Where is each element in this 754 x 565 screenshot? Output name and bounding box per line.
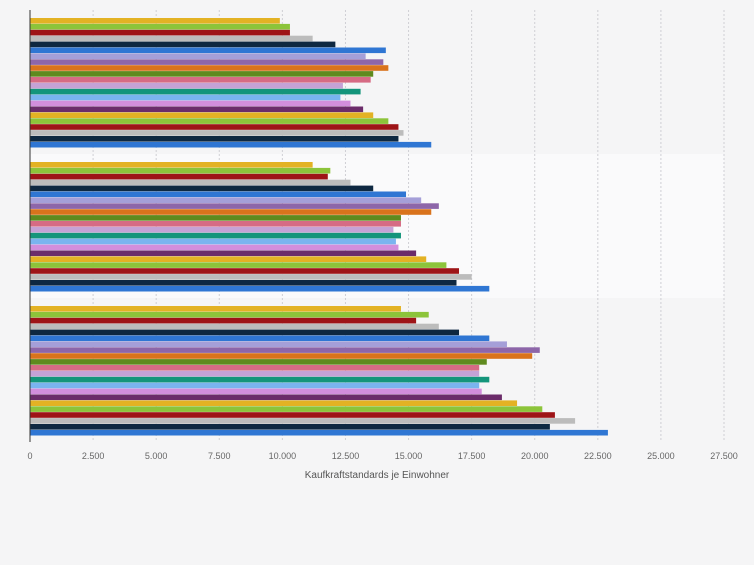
bar[interactable] xyxy=(30,388,482,395)
bar[interactable] xyxy=(30,329,460,336)
bar[interactable] xyxy=(30,306,401,312)
x-tick-label: 27.500 xyxy=(710,451,738,461)
x-tick-label: 17.500 xyxy=(458,451,486,461)
bar[interactable] xyxy=(30,23,290,30)
bar[interactable] xyxy=(30,341,507,347)
bar[interactable] xyxy=(30,88,361,95)
bar[interactable] xyxy=(30,47,386,54)
bar[interactable] xyxy=(30,256,427,262)
bar[interactable] xyxy=(30,335,490,342)
bar[interactable] xyxy=(30,250,417,257)
bar[interactable] xyxy=(30,370,480,377)
bar[interactable] xyxy=(30,94,341,101)
bar[interactable] xyxy=(30,141,432,148)
bar[interactable] xyxy=(30,311,429,318)
bar[interactable] xyxy=(30,173,328,180)
x-tick-label: 10.000 xyxy=(269,451,297,461)
bar[interactable] xyxy=(30,232,401,239)
bar[interactable] xyxy=(30,124,399,130)
bar[interactable] xyxy=(30,106,364,113)
bar[interactable] xyxy=(30,162,313,168)
bar[interactable] xyxy=(30,53,366,59)
bar[interactable] xyxy=(30,238,396,245)
bar[interactable] xyxy=(30,285,490,292)
bar[interactable] xyxy=(30,429,608,436)
bar[interactable] xyxy=(30,226,394,233)
bar[interactable] xyxy=(30,100,351,107)
bar[interactable] xyxy=(30,18,280,24)
bar[interactable] xyxy=(30,359,487,365)
bar[interactable] xyxy=(30,35,313,42)
bar[interactable] xyxy=(30,268,460,274)
bar[interactable] xyxy=(30,197,422,203)
x-tick-label: 7.500 xyxy=(208,451,231,461)
bar[interactable] xyxy=(30,323,439,330)
bar[interactable] xyxy=(30,215,401,221)
bar[interactable] xyxy=(30,191,407,198)
bar[interactable] xyxy=(30,82,343,89)
bar[interactable] xyxy=(30,394,502,401)
bar[interactable] xyxy=(30,203,439,209)
bar[interactable] xyxy=(30,280,457,286)
bar[interactable] xyxy=(30,185,374,192)
bar[interactable] xyxy=(30,382,480,389)
bar[interactable] xyxy=(30,29,290,36)
x-tick-label: 5.000 xyxy=(145,451,168,461)
x-tick-label: 20.000 xyxy=(521,451,549,461)
bar[interactable] xyxy=(30,77,371,83)
bar[interactable] xyxy=(30,41,336,48)
bar[interactable] xyxy=(30,418,576,424)
x-tick-label: 2.500 xyxy=(82,451,105,461)
x-axis-title: Kaufkraftstandards je Einwohner xyxy=(305,470,450,481)
x-tick-label: 25.000 xyxy=(647,451,675,461)
bar[interactable] xyxy=(30,424,550,430)
x-tick-label: 22.500 xyxy=(584,451,612,461)
bar[interactable] xyxy=(30,365,480,371)
bar[interactable] xyxy=(30,130,404,136)
bar[interactable] xyxy=(30,71,374,77)
bar[interactable] xyxy=(30,262,447,268)
bar[interactable] xyxy=(30,353,533,359)
bar[interactable] xyxy=(30,118,389,124)
bar[interactable] xyxy=(30,65,389,71)
bar[interactable] xyxy=(30,167,331,174)
bar[interactable] xyxy=(30,112,374,118)
bar[interactable] xyxy=(30,376,490,383)
bar[interactable] xyxy=(30,244,399,251)
x-tick-label: 15.000 xyxy=(395,451,423,461)
bar[interactable] xyxy=(30,406,543,412)
bar[interactable] xyxy=(30,317,417,324)
bar[interactable] xyxy=(30,136,399,142)
bar[interactable] xyxy=(30,59,384,65)
x-tick-label: 0 xyxy=(27,451,32,461)
bar[interactable] xyxy=(30,274,472,280)
bar[interactable] xyxy=(30,400,518,406)
bar[interactable] xyxy=(30,412,555,418)
bar[interactable] xyxy=(30,347,540,353)
bar[interactable] xyxy=(30,209,432,215)
bar[interactable] xyxy=(30,179,351,186)
bar[interactable] xyxy=(30,221,401,227)
x-tick-label: 12.500 xyxy=(332,451,360,461)
